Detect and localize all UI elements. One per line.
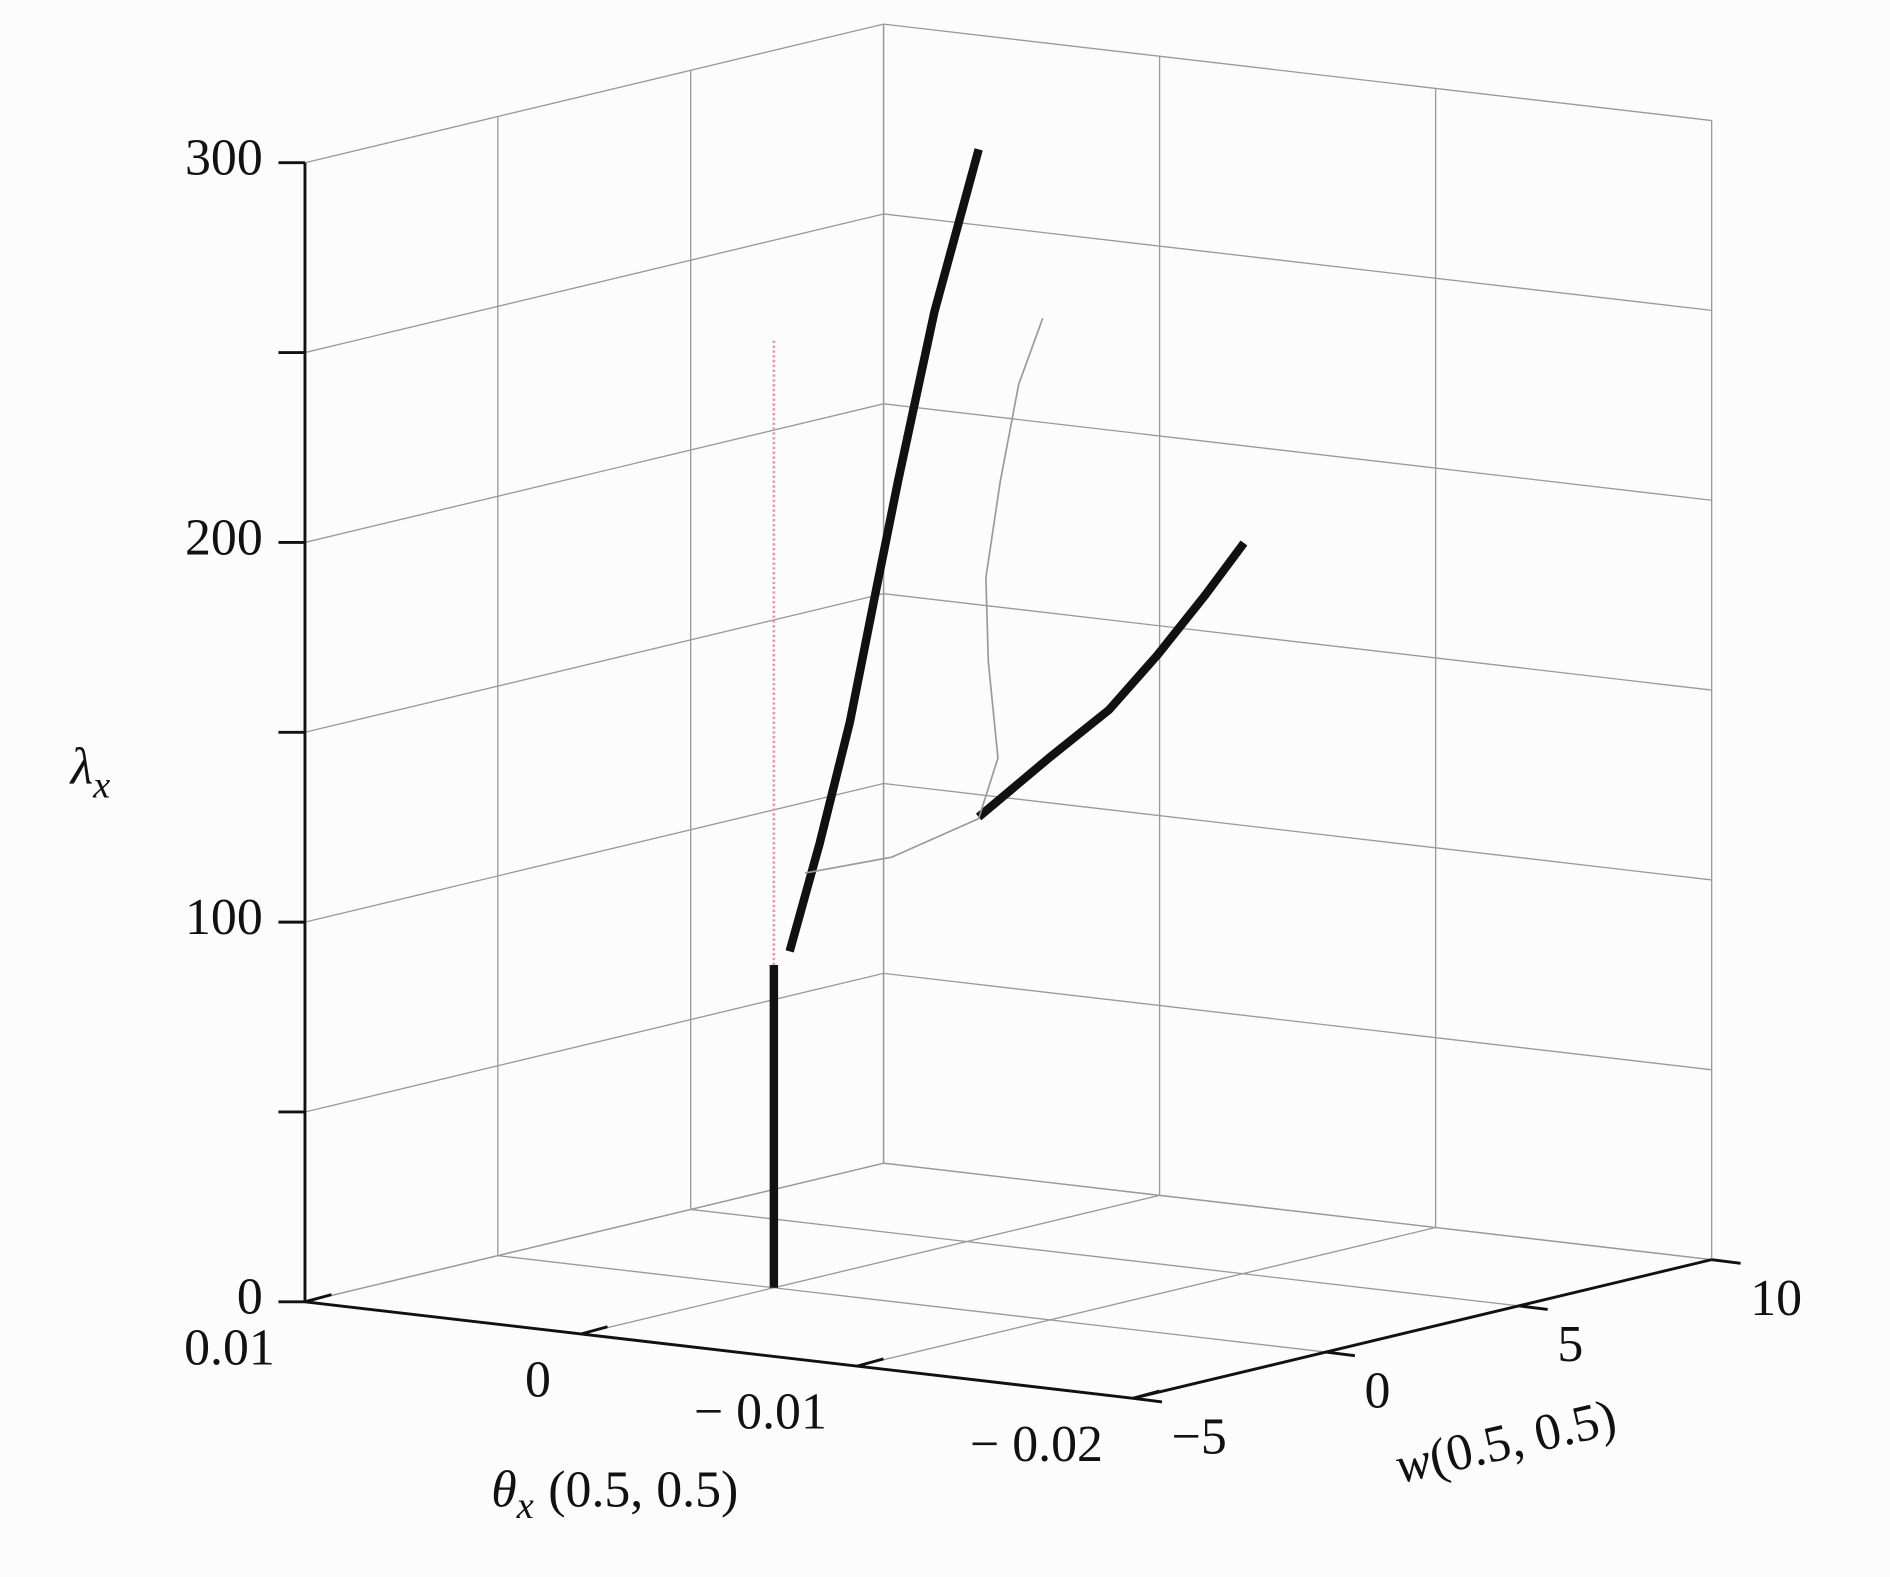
wall-grid-line [304,403,884,544]
wall-grid-line [883,1162,1712,1261]
wall-grid-line [304,213,884,354]
data-line [804,318,1044,874]
wall-grid-line [883,972,1712,1071]
wall-grid-line [883,593,1712,691]
z-tick-label: 300 [185,130,263,187]
wall-grid-line [304,782,884,923]
wall-grid-line [304,593,884,733]
floor-grid-line [580,1194,1160,1335]
floor-grid-line [690,1208,1519,1307]
y-tick [1518,1304,1548,1311]
x-tick [856,1357,884,1368]
data-line [975,540,1248,821]
y-axis-title: w(0.5, 0.5) [1390,1389,1622,1495]
wall-grid-line [883,23,1712,122]
x-symbol: θ [491,1462,516,1519]
z-symbol: λ [69,738,93,795]
z-tick-label: 200 [185,509,263,566]
x-tick-label: − 0.02 [970,1416,1103,1473]
y-axis [1132,1258,1713,1400]
y-args: (0.5, 0.5) [1424,1389,1622,1487]
plot-area: λx θx (0.5, 0.5) w(0.5, 0.5) 01002003000.… [69,23,1802,1527]
wall-grid-line [883,403,1712,501]
y-tick-label: 0 [1365,1362,1391,1419]
x-tick [580,1325,608,1336]
y-tick-label: −5 [1172,1409,1227,1466]
wall-grid-line [304,23,884,164]
z-tick-label: 100 [185,889,263,946]
z-tick-label: 0 [237,1269,263,1326]
y-tick [1325,1350,1356,1358]
wall-grid-line [883,213,1712,312]
z-axis-title: λx [69,738,111,806]
x-tick-label: 0.01 [184,1319,275,1376]
x-tick-label: − 0.01 [694,1384,827,1441]
data-line [785,148,983,953]
y-tick-label: 5 [1557,1316,1583,1373]
floor-grid-line [856,1226,1436,1367]
x-axis-title: θx (0.5, 0.5) [491,1462,738,1527]
y-tick [1132,1396,1163,1404]
wall-grid-line [304,972,884,1113]
x-subscript: x [516,1485,534,1527]
z-subscript: x [92,764,110,806]
x-tick [1132,1389,1160,1400]
x-axis [304,1300,1134,1400]
x-tick-label: 0 [525,1351,551,1408]
y-tick [1711,1258,1741,1265]
wall-grid-line [883,782,1712,881]
floor-grid-line [497,1254,1327,1353]
x-tick [304,1293,332,1304]
y-tick-label: 10 [1750,1270,1802,1327]
wall-grid-line [304,1162,884,1303]
x-args: (0.5, 0.5) [548,1462,738,1519]
